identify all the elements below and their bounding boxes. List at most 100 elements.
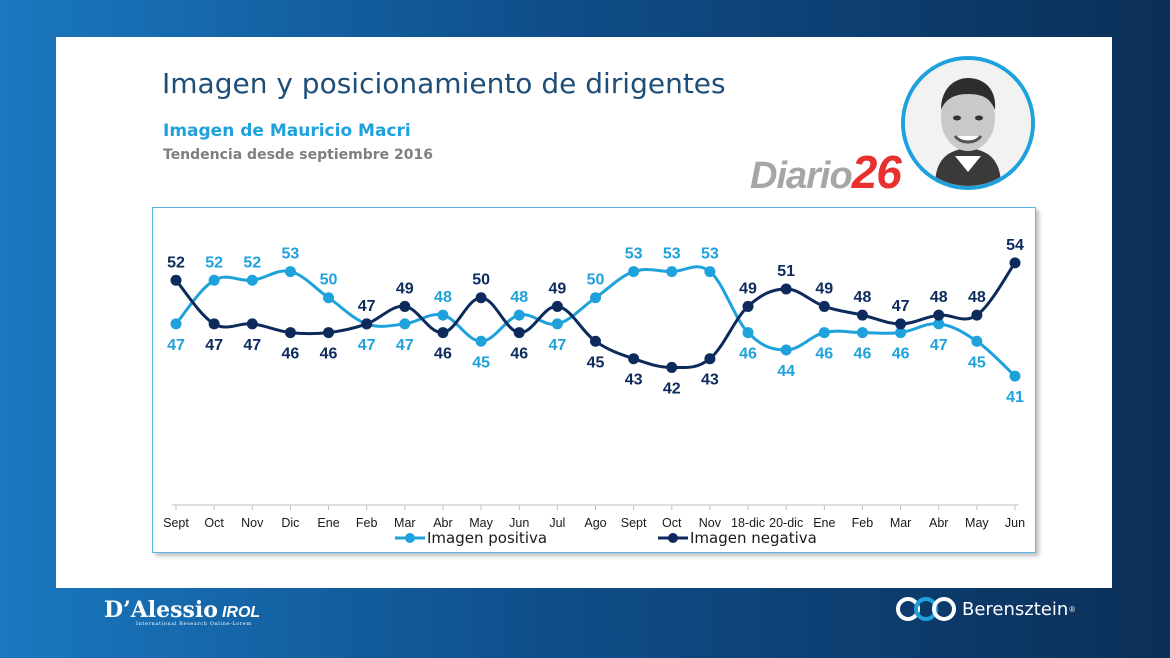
data-point (208, 318, 220, 330)
data-point (475, 335, 487, 347)
data-label: 53 (663, 246, 681, 263)
data-point (666, 266, 678, 278)
data-label: 48 (510, 289, 528, 306)
data-label: 47 (358, 337, 376, 354)
data-point (284, 327, 296, 339)
data-point (246, 318, 258, 330)
footer-right-brand: Berensztein (962, 598, 1069, 620)
x-tick-label: May (965, 516, 989, 530)
data-label: 52 (167, 254, 185, 271)
x-tick-label: Ene (317, 516, 339, 530)
data-label: 49 (815, 280, 833, 297)
data-point (704, 353, 716, 365)
data-label: 46 (854, 346, 872, 363)
data-point (742, 327, 754, 339)
data-label: 50 (320, 272, 338, 289)
x-tick-label: Abr (929, 516, 948, 530)
footer-left-brand: D’Alessio (104, 597, 218, 623)
data-label: 46 (510, 346, 528, 363)
line-chart: Sept Oct Nov Dic Ene Feb Mar Abr May Jun Jul Ago Sep… (163, 237, 1025, 547)
footer-left-brand-sub: IROL (221, 604, 261, 621)
x-tick-label: May (469, 516, 493, 530)
x-tick-label: Abr (433, 516, 452, 530)
data-point (780, 344, 792, 356)
berensztein-mark-icon (896, 597, 956, 621)
data-point (818, 300, 830, 312)
data-point (399, 300, 411, 312)
data-label: 52 (243, 254, 261, 271)
data-point (246, 274, 258, 286)
x-tick-label: Mar (394, 516, 416, 530)
dalessio-logo: D’Alessio IROL International Research Onl… (104, 597, 260, 627)
x-tick-label: Jun (509, 516, 529, 530)
data-label: 47 (892, 298, 910, 315)
x-tick-label: Ene (813, 516, 835, 530)
data-point (475, 292, 487, 304)
data-label: 46 (739, 346, 757, 363)
data-label: 41 (1006, 389, 1024, 406)
data-label: 46 (320, 346, 338, 363)
data-label: 48 (854, 289, 872, 306)
chart-box: Sept Oct Nov Dic Ene Feb Mar Abr May Jun Jul Ago Sep… (152, 207, 1036, 553)
data-point (780, 283, 792, 295)
data-label: 48 (930, 289, 948, 306)
x-tick-label: Sept (163, 516, 189, 530)
legend-label: Imagen negativa (690, 529, 817, 547)
data-label: 53 (701, 246, 719, 263)
x-tick-label: Oct (662, 516, 682, 530)
data-label: 48 (434, 289, 452, 306)
data-point (628, 266, 640, 278)
data-point (1009, 257, 1021, 269)
data-point (513, 327, 525, 339)
data-label: 52 (205, 254, 223, 271)
data-label: 43 (701, 372, 719, 389)
data-label: 47 (167, 337, 185, 354)
legend-marker (405, 533, 415, 543)
data-point (437, 309, 449, 321)
x-tick-label: Sept (621, 516, 647, 530)
data-label: 47 (930, 337, 948, 354)
data-point (170, 274, 182, 286)
data-label: 53 (282, 246, 300, 263)
data-point (361, 318, 373, 330)
x-tick-label: Jun (1005, 516, 1025, 530)
data-label: 45 (472, 354, 490, 371)
data-point (704, 266, 716, 278)
data-label: 46 (892, 346, 910, 363)
diario26-watermark: Diario26 (750, 145, 902, 199)
x-tick-label: Oct (204, 516, 224, 530)
data-point (590, 335, 601, 347)
data-label: 46 (434, 346, 452, 363)
data-point (170, 318, 182, 330)
data-label: 46 (815, 346, 833, 363)
chart-subtitle: Imagen de Mauricio Macri (163, 121, 411, 141)
berensztein-logo: Berensztein ® (896, 597, 1075, 621)
data-label: 47 (396, 337, 414, 354)
data-point (856, 309, 868, 321)
data-label: 54 (1006, 237, 1024, 254)
data-label: 50 (587, 272, 605, 289)
data-label: 46 (282, 346, 300, 363)
data-point (933, 309, 945, 321)
x-tick-label: Dic (281, 516, 299, 530)
data-label: 44 (777, 363, 795, 380)
data-point (590, 292, 601, 304)
chart-period: Tendencia desde septiembre 2016 (163, 147, 433, 163)
x-tick-label: Feb (356, 516, 378, 530)
data-label: 50 (472, 272, 490, 289)
data-point (895, 318, 907, 330)
data-point (933, 318, 945, 330)
x-tick-label: Mar (890, 516, 912, 530)
data-label: 49 (548, 280, 566, 297)
footer-left-tagline: International Research Online-Lorem (136, 621, 252, 627)
data-point (437, 327, 449, 339)
data-label: 47 (243, 337, 261, 354)
data-point (666, 361, 678, 373)
data-point (628, 353, 640, 365)
data-point (1009, 370, 1021, 382)
data-point (742, 300, 754, 312)
x-tick-label: Nov (699, 516, 722, 530)
portrait-icon (905, 60, 1031, 186)
x-tick-label: Nov (241, 516, 264, 530)
data-label: 47 (548, 337, 566, 354)
